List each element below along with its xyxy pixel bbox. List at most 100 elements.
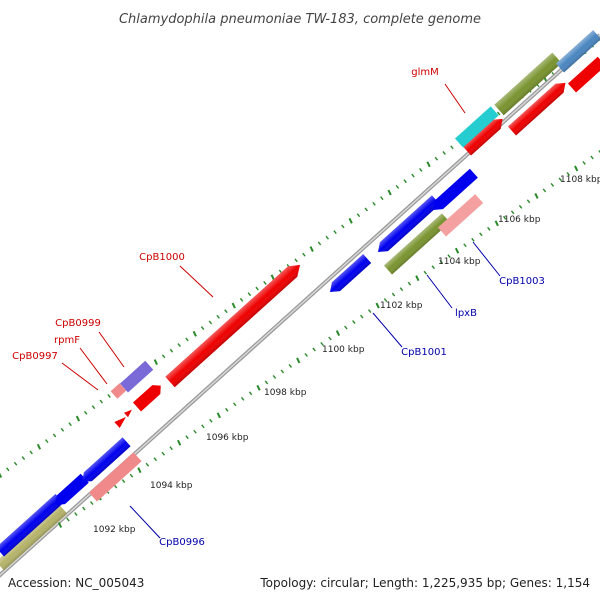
gene-cpb0996 [82,437,131,482]
map-title: Chlamydophila pneumoniae TW-183, complet… [119,12,481,27]
tick-mark [247,292,252,297]
tick-mark [312,347,316,352]
tick-label: 1098 kbp [264,388,307,398]
tick-mark [328,336,332,341]
tick-mark [36,443,42,450]
tick-mark [145,462,150,467]
tick-mark [137,467,142,474]
tick-mark [13,461,18,466]
gene-label-cpb0996: CpB0996 [159,537,205,548]
inner-tick-line [57,150,600,528]
tick-mark [6,467,10,472]
tick-mark [341,224,345,229]
tick-mark [0,472,3,478]
tick-mark [320,342,324,346]
tick-mark [367,309,372,314]
tick-label: 1100 kbp [322,345,365,355]
tick-mark [494,220,499,227]
gene-label-rpmf: rpmF [54,335,80,346]
tick-mark [302,252,306,257]
tick-mark [333,230,337,235]
tick-mark [225,407,229,412]
tick-mark [29,450,33,455]
tick-mark [74,512,78,516]
tick-mark [558,177,563,182]
tick-mark [68,422,72,427]
tick-mark [113,484,118,489]
tick-mark [496,111,501,116]
tick-mark [360,314,364,319]
tick-mark [598,150,600,154]
tick-mark [288,363,293,368]
tick-mark [177,343,181,348]
tick-mark [399,287,404,292]
tick-mark [439,259,443,264]
callout-line [372,312,403,348]
tick-mark [309,246,314,252]
gene-label-lpxb: lpxB [455,308,477,319]
tick-mark [75,415,81,422]
gene-label-cpb1003: CpB1003 [499,276,545,287]
gene-lpxB [383,213,450,275]
tick-mark [335,330,341,336]
tick-mark [224,309,228,314]
tick-mark [232,402,237,407]
gene-label-cpb0999: CpB0999 [55,318,101,329]
tick-mark [372,201,376,206]
tick-mark [193,429,197,434]
genome-backbone [0,33,600,578]
tick-mark [391,292,396,297]
tick-mark [216,412,221,419]
tick-mark [431,265,435,270]
gene-cpb1001 [330,254,372,292]
tick-mark [566,172,570,176]
tick-mark [255,286,259,291]
tick-mark [426,161,431,168]
tick-mark [239,297,244,302]
tick-mark [364,207,368,212]
tick-mark [153,457,158,462]
tick-mark [57,522,63,528]
gene-glmM [462,118,503,156]
tick-mark [107,393,111,398]
tick-mark [177,439,182,446]
tick-mark [526,199,531,204]
tick-labels: 1092 kbp 1094 kbp 1096 kbp 1098 kbp 1100 kbp… [93,175,600,535]
tick-label: 1092 kbp [93,525,136,535]
gene-cpb1000 [165,264,301,388]
callout-line [472,241,501,277]
tick-mark [375,302,380,309]
tick-mark [434,156,439,161]
callout-line [98,331,125,368]
gene-rpmF [123,409,132,418]
tick-mark [82,506,86,511]
tick-mark [169,446,173,451]
gene-labels: glmM CpB1000 CpB0999 rpmF CpB0997 CpB1003 lpxB… [12,67,545,548]
callout-line [426,274,453,309]
tick-mark [240,396,245,401]
forward-strand-genes [0,30,600,571]
tick-mark [280,369,285,374]
tick-mark [21,456,26,460]
tick-mark [231,302,236,309]
tick-mark [487,226,491,231]
tick-mark [419,167,423,172]
tick-mark [344,325,348,330]
tick-label: 1102 kbp [380,301,423,311]
tick-mark [423,270,428,275]
tick-mark [304,353,308,357]
tick-mark [407,281,412,286]
reverse-strand-genes [0,168,484,557]
callout-line [79,347,108,385]
tick-mark [348,217,353,224]
tick-mark [415,275,420,282]
gene-label-cpb0997: CpB0997 [12,351,58,362]
tick-label: 1104 kbp [438,257,481,267]
tick-mark [248,391,253,396]
tick-mark [387,189,392,196]
tick-mark [463,243,467,248]
gene-label-glmm: glmM [411,67,439,78]
tick-mark [161,354,166,359]
tick-mark [209,418,213,423]
